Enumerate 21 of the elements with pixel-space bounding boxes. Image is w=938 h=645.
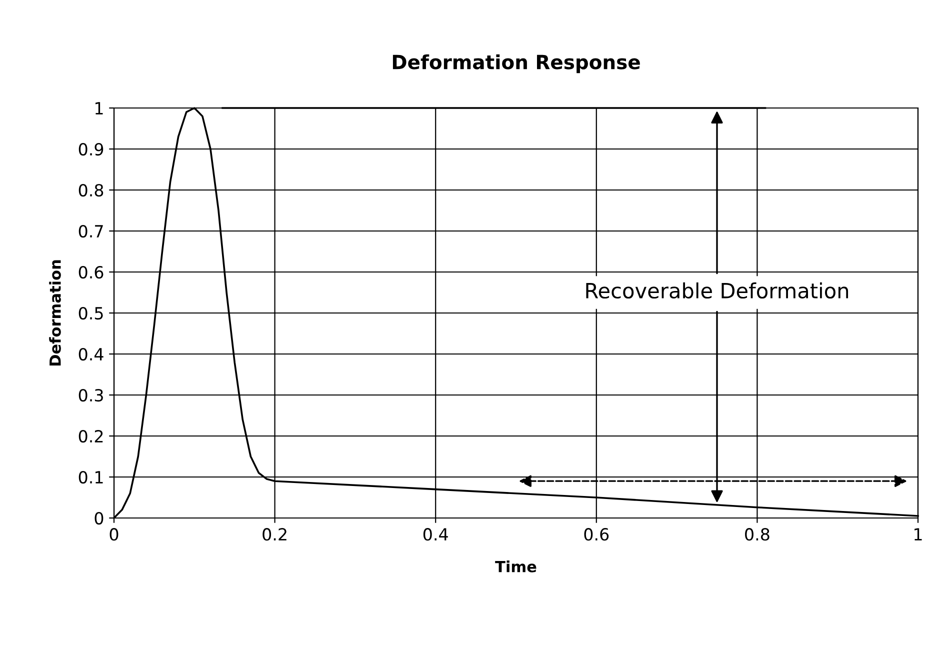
x-tick-label: 0 <box>110 528 118 541</box>
y-tick-label: 0.2 <box>78 430 103 443</box>
x-axis-title: Time <box>495 560 536 572</box>
y-tick-label: 0.8 <box>78 184 104 197</box>
y-tick-label: 0.7 <box>78 224 103 238</box>
x-tick-label: 0.8 <box>745 528 770 541</box>
y-tick-label: 0.5 <box>78 306 103 320</box>
y-tick-label: 0 <box>94 512 104 525</box>
y-tick-label: 0.3 <box>78 388 103 402</box>
x-tick-label: 0.6 <box>584 528 609 541</box>
y-tick-label: 1 <box>96 102 103 114</box>
x-tick-label: 0.4 <box>423 528 448 541</box>
y-tick-label: 0.9 <box>78 142 104 156</box>
annotation: Recoverable Deformation <box>586 282 848 299</box>
chart-title: Deformation Response <box>392 54 640 74</box>
y-tick-label: 0.4 <box>78 348 104 361</box>
y-tick-label: 0.1 <box>78 470 103 484</box>
y-tick-label: 0.6 <box>78 266 104 279</box>
y-axis-title: Deformation <box>49 260 61 366</box>
x-tick-label: 0.2 <box>262 528 286 541</box>
x-tick-label: 1 <box>914 528 922 540</box>
